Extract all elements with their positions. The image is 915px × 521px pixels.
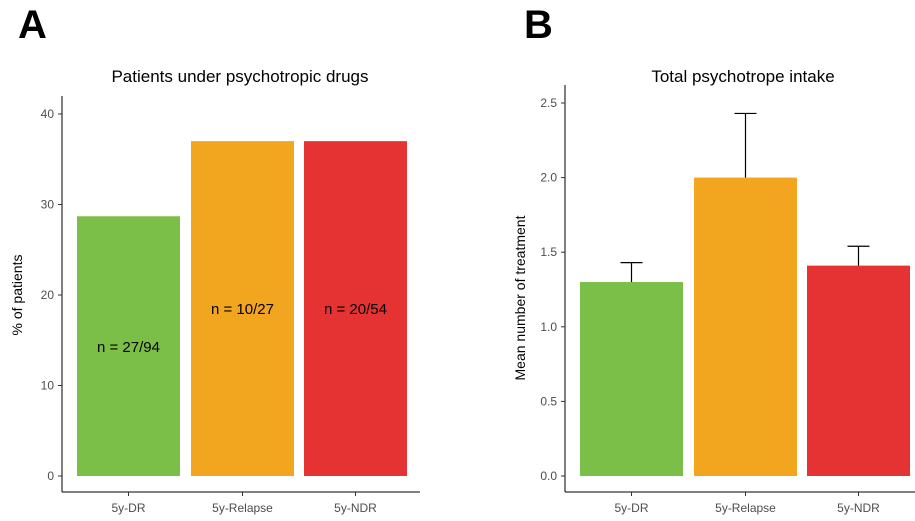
y-tick-label: 0 [47,469,54,483]
y-tick-label: 1.5 [540,245,557,259]
chart-a-title: Patients under psychotropic drugs [111,67,368,86]
chart-a-ylabel: % of patients [9,255,25,336]
bar-annotation: n = 27/94 [97,339,160,356]
bar-annotation: n = 10/27 [211,301,274,318]
x-tick-label: 5y-DR [614,501,648,515]
y-tick-label: 1.0 [540,320,557,334]
bar-5y-Relapse [191,141,294,476]
y-tick-label: 0.0 [540,469,557,483]
x-tick-label: 5y-Relapse [715,501,776,515]
x-tick-label: 5y-Relapse [212,501,273,515]
bar-5y-NDR [807,265,910,476]
x-tick-label: 5y-NDR [837,501,880,515]
chart-a-plot: 0 10 20 30 40 n = 27/94 5y-DR n = 10/27 5y-Relap… [41,96,420,515]
bar-5y-DR [77,216,180,476]
bar-5y-NDR [304,141,407,476]
y-tick-label: 30 [41,198,55,212]
y-tick-label: 40 [41,107,55,121]
y-tick-label: 2.0 [540,171,557,185]
chart-b-plot: 0.0 0.5 1.0 1.5 2.0 2.5 5y-DR 5y-Relapse 5y-NDR [540,85,915,515]
y-tick-label: 2.5 [540,96,557,110]
chart-b-ylabel: Mean number of treatment [512,215,528,380]
chart-b-title: Total psychotrope intake [651,67,834,86]
x-tick-label: 5y-NDR [334,501,377,515]
y-tick-label: 10 [41,379,55,393]
bar-5y-DR [580,282,683,476]
x-tick-label: 5y-DR [111,501,145,515]
y-tick-label: 20 [41,288,55,302]
y-tick-label: 0.5 [540,394,557,408]
panel-letter-a: A [18,3,47,47]
bar-annotation: n = 20/54 [324,301,387,318]
bar-5y-Relapse [694,177,797,476]
panel-letter-b: B [524,3,553,47]
